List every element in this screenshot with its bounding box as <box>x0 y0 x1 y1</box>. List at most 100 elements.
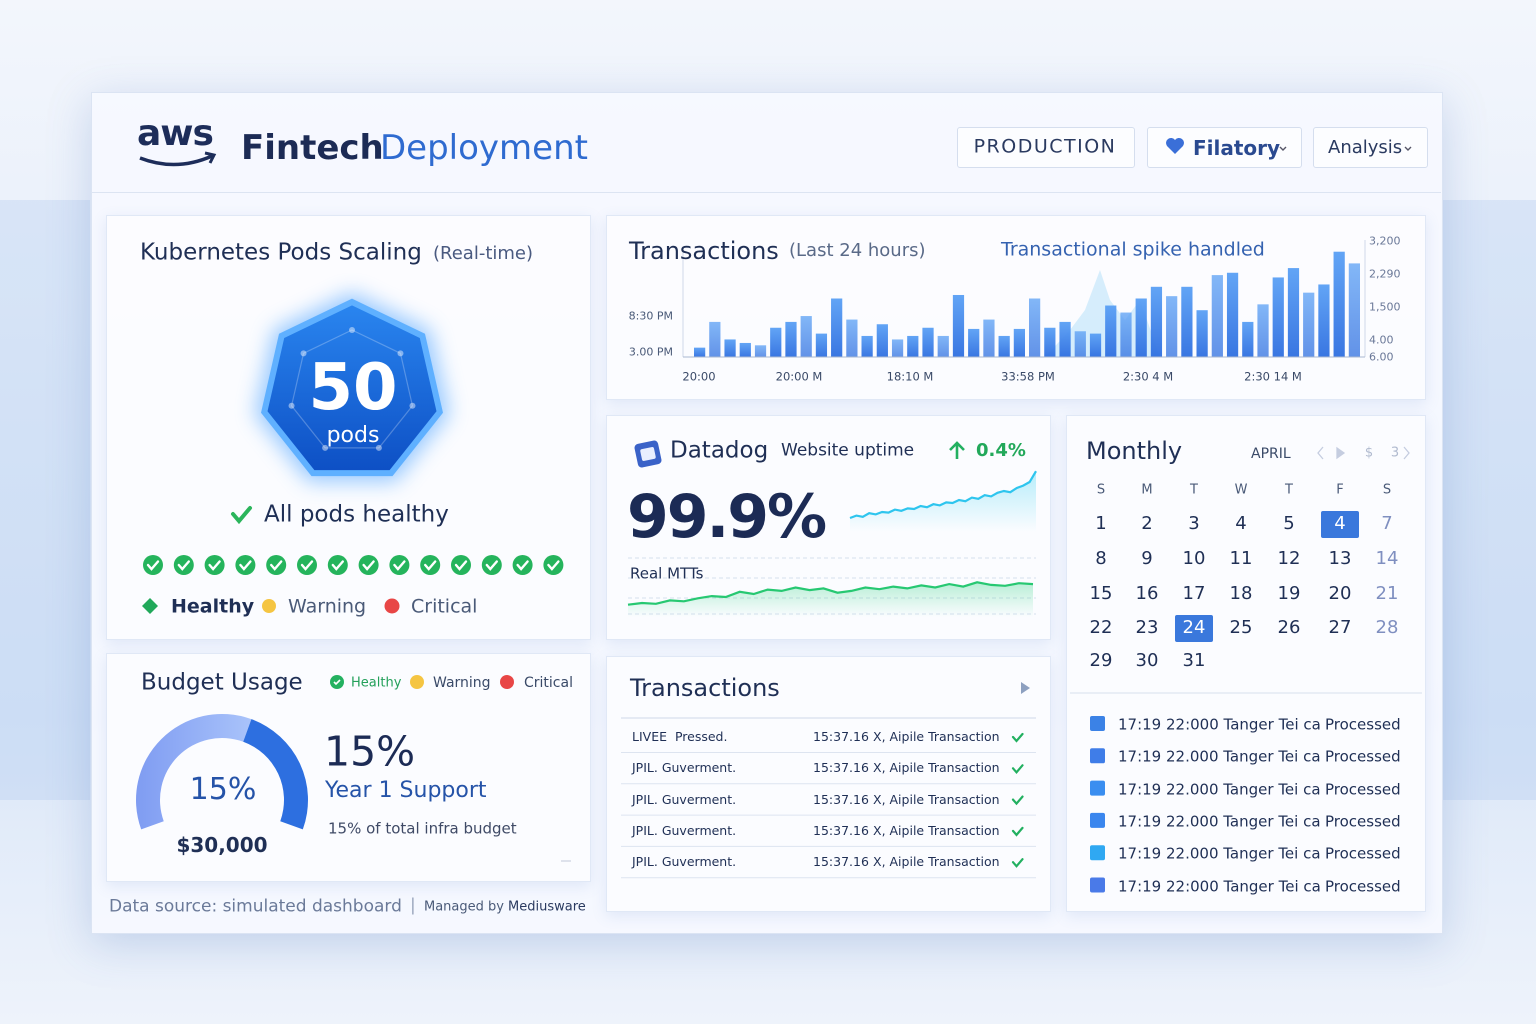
calendar-day: 12 <box>1277 548 1301 569</box>
calendar-day: 30 <box>1135 650 1159 671</box>
legend-healthy-icon <box>142 598 158 614</box>
calendar-day: 29 <box>1089 650 1113 671</box>
calendar-nav-arrows <box>1317 446 1410 460</box>
bar <box>1257 304 1269 357</box>
pod-check-mark <box>208 560 221 571</box>
filter-button[interactable] <box>1147 127 1302 168</box>
bar <box>922 327 934 357</box>
legend-label: Critical <box>524 675 573 691</box>
event-status: Processed <box>1325 877 1401 895</box>
row-desc: X, Aipile Transaction <box>873 822 1000 838</box>
mtts_line-area <box>628 582 1033 617</box>
uptime_line <box>849 470 1037 520</box>
row-name: JPIL. Guverment. <box>632 791 737 807</box>
row-desc: X, Aipile Transaction <box>873 791 1000 807</box>
event-time: 17:19 22.000 Tanger Tei ca <box>1118 812 1321 831</box>
button-label[interactable]: Filatory <box>1193 136 1281 160</box>
calendar-day: 27 <box>1328 617 1352 638</box>
legend-critical-icon <box>500 675 514 689</box>
metric-change: 0.4% <box>976 440 1026 461</box>
budget-panel <box>106 653 591 882</box>
event-time: 17:19 22.000 Tanger Tei ca <box>1118 780 1321 799</box>
pod-check <box>204 555 225 575</box>
panel-title: Budget Usage <box>141 669 303 696</box>
x-tick-label: 20:00 <box>682 369 716 384</box>
pod-check <box>420 555 441 575</box>
row-time: 15:37.16 <box>813 853 869 869</box>
row-time: 15:37.16 <box>813 822 869 838</box>
y2-tick-label: 6.00 <box>1369 350 1394 364</box>
bar <box>1166 296 1178 357</box>
pod-count: 50 <box>308 351 398 425</box>
row-time: 15:37.16 <box>813 791 869 807</box>
change-arrow <box>949 441 965 459</box>
event-icon <box>1090 780 1105 796</box>
mtts_line <box>627 581 1034 606</box>
panel-title: Monthly <box>1086 437 1183 465</box>
metric-label: Website uptime <box>781 440 915 461</box>
selected-day <box>1175 615 1213 642</box>
mtts-label: Real MTTs <box>630 564 704 583</box>
bar <box>1044 327 1056 357</box>
pod-check <box>389 555 410 575</box>
calendar-month: APRIL <box>1251 446 1291 462</box>
calendar-day: 31 <box>1182 650 1206 671</box>
button-label[interactable]: PRODUCTION <box>973 135 1117 158</box>
background-block <box>0 200 90 800</box>
dropdown-caret <box>1279 146 1287 151</box>
badge-node <box>349 327 355 333</box>
legend-critical-icon <box>384 598 400 614</box>
row-desc: X, Aipile Transaction <box>873 760 1000 776</box>
event-icon <box>1090 812 1105 828</box>
y-tick-label: 8:30 PM <box>628 309 673 323</box>
bar <box>709 321 721 357</box>
title: Fintech <box>241 128 384 168</box>
calendar-day: 15 <box>1089 583 1113 604</box>
bar <box>907 335 919 357</box>
event-icon <box>1090 877 1105 893</box>
bar <box>1089 333 1102 357</box>
badge-shape <box>261 298 443 477</box>
calendar-day: 4 <box>1235 513 1247 534</box>
event-status: Processed <box>1325 747 1401 766</box>
row-check <box>1011 795 1024 806</box>
legend-label: Warning <box>288 595 367 618</box>
calendar <box>1175 511 1359 642</box>
event-icon <box>1090 845 1105 861</box>
event-time: 17:19 22.000 Tanger Tei ca <box>1118 747 1321 766</box>
calendar-day: 22 <box>1089 617 1113 638</box>
selected-day <box>1321 511 1359 538</box>
calendar-day: 2 <box>1141 513 1153 534</box>
gauge-label: 15% <box>189 772 257 807</box>
calendar-day: 8 <box>1095 548 1107 569</box>
y2-tick-label: 3,200 <box>1369 234 1401 248</box>
bar <box>937 335 949 357</box>
pod-check-mark <box>485 560 498 571</box>
calendar-nav[interactable]: 3 <box>1390 445 1400 461</box>
pod-check-mark <box>239 560 252 571</box>
analysis-button[interactable] <box>1313 127 1428 168</box>
monthly-panel <box>1066 415 1426 912</box>
event-status: Processed <box>1325 844 1401 863</box>
title-accent: Deployment <box>380 128 588 168</box>
button-label[interactable]: Analysis <box>1328 137 1403 158</box>
bar <box>1029 298 1041 357</box>
calendar-nav[interactable]: $ <box>1364 445 1374 461</box>
calendar-day: 5 <box>1283 513 1295 534</box>
panel-title: Datadog <box>670 437 769 464</box>
bar <box>800 316 812 357</box>
bar <box>846 319 858 357</box>
uptime-value: 99.9% <box>627 482 827 552</box>
pod-checks <box>143 555 564 575</box>
table-more-arrow[interactable] <box>1021 682 1030 694</box>
badge-node <box>288 402 295 409</box>
footer-source: Data source: simulated dashboard <box>109 896 402 917</box>
pod-status: All pods healthy <box>264 501 449 528</box>
environment-button[interactable] <box>957 127 1135 168</box>
weekday: T <box>1285 482 1293 498</box>
footer-separator: | <box>410 895 416 916</box>
x-tick-label: 2:30 14 M <box>1244 369 1302 384</box>
y-tick-label: 3.00 PM <box>628 345 673 359</box>
background-block <box>1441 200 1536 800</box>
